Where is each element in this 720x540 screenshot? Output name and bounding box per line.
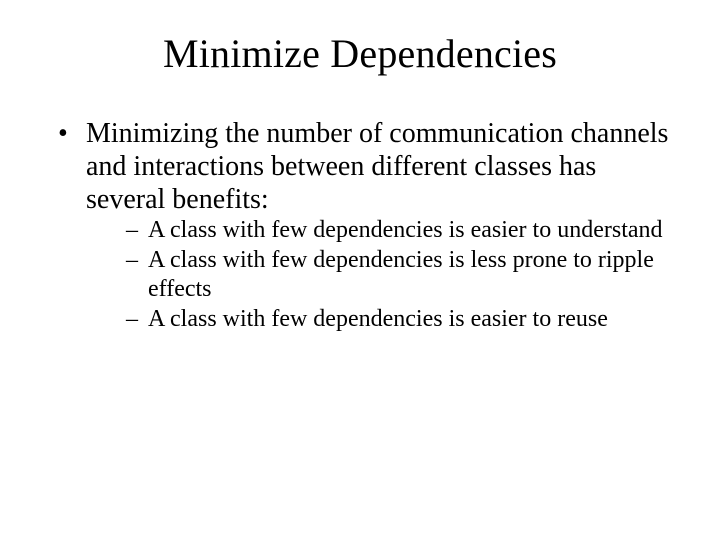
bullet-text: Minimizing the number of communication c… <box>86 118 668 215</box>
bullet-text: A class with few dependencies is less pr… <box>148 247 654 301</box>
bullet-list-level1: Minimizing the number of communication c… <box>48 117 672 333</box>
list-item: A class with few dependencies is less pr… <box>126 246 672 303</box>
list-item: A class with few dependencies is easier … <box>126 305 672 333</box>
bullet-text: A class with few dependencies is easier … <box>148 306 608 332</box>
bullet-text: A class with few dependencies is easier … <box>148 217 663 243</box>
slide: Minimize Dependencies Minimizing the num… <box>0 0 720 540</box>
list-item: A class with few dependencies is easier … <box>126 216 672 244</box>
bullet-list-level2: A class with few dependencies is easier … <box>86 216 672 333</box>
list-item: Minimizing the number of communication c… <box>58 117 672 333</box>
slide-title: Minimize Dependencies <box>48 30 672 77</box>
